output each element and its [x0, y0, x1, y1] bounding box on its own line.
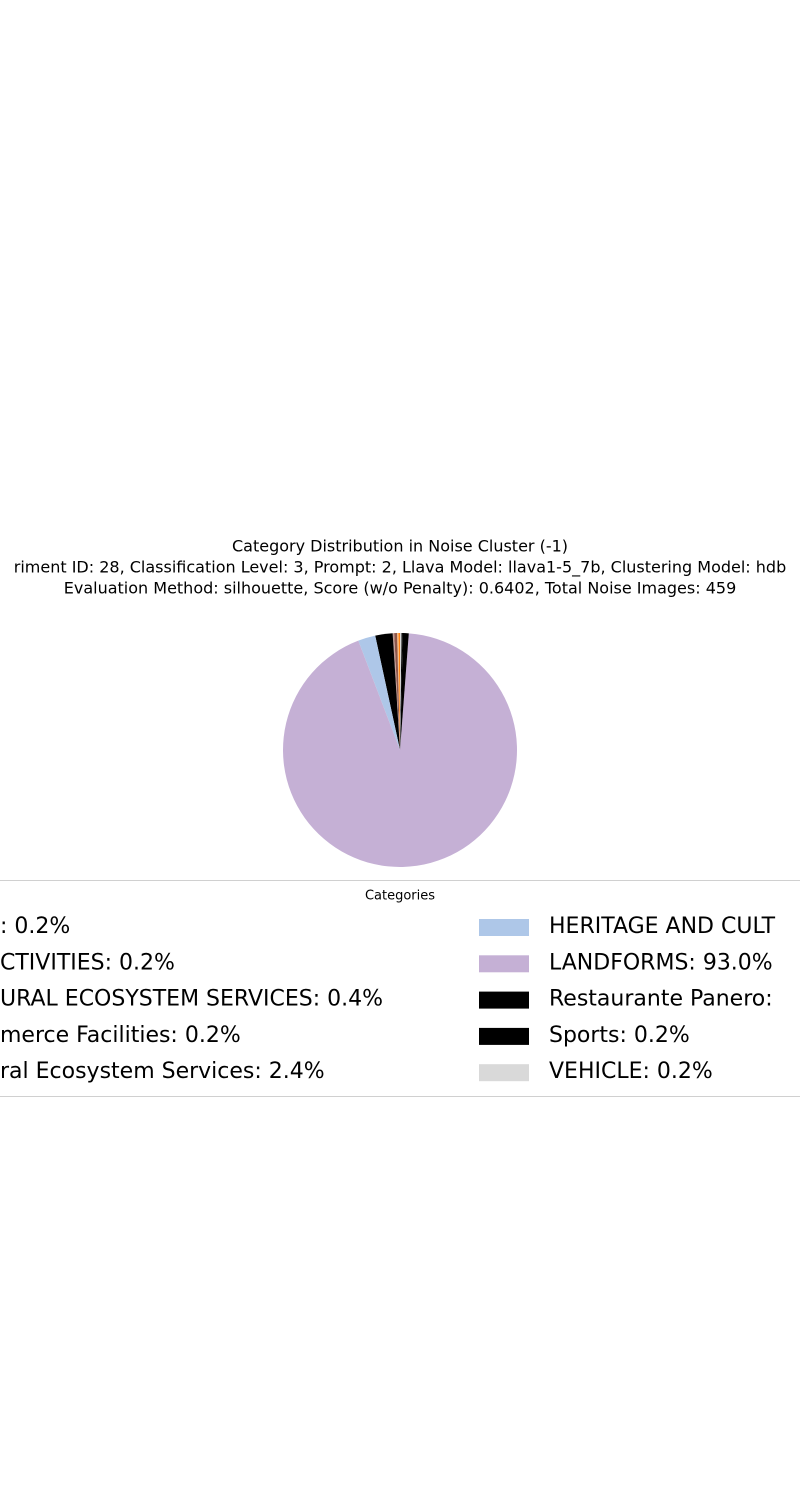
legend-swatch: [479, 1027, 529, 1045]
chart-title: Category Distribution in Noise Cluster (…: [232, 537, 568, 556]
legend-label: merce Facilities: 0.2%: [0, 1023, 241, 1048]
legend-label: : 0.2%: [0, 914, 70, 939]
pie-slice: [400, 633, 409, 750]
legend-swatch: [479, 955, 529, 973]
pie-slice: [400, 633, 402, 750]
legend-label: CTIVITIES: 0.2%: [0, 950, 175, 975]
legend-label: VEHICLE: 0.2%: [549, 1059, 713, 1084]
pie-slice: [397, 633, 400, 750]
legend-title: Categories: [365, 889, 435, 904]
pie-slice: [400, 633, 403, 750]
legend-label: Restaurante Panero:: [549, 987, 773, 1012]
legend-label: URAL ECOSYSTEM SERVICES: 0.4%: [0, 987, 383, 1012]
legend-swatch: [479, 919, 529, 936]
pie-slice: [283, 633, 518, 868]
chart-subtitle: riment ID: 28, Classification Level: 3, …: [14, 558, 786, 578]
legend-label: ral Ecosystem Services: 2.4%: [0, 1059, 325, 1084]
pie-slice: [375, 633, 400, 750]
legend-label: Sports: 0.2%: [549, 1023, 690, 1048]
chart-subtitle: Evaluation Method: silhouette, Score (w/…: [64, 579, 737, 598]
pie-slice: [394, 633, 400, 750]
legend-swatch: [479, 991, 529, 1009]
pie-slice: [392, 633, 400, 750]
pie-slice: [358, 635, 400, 750]
legend-swatch: [479, 1064, 529, 1082]
legend-label: HERITAGE AND CULT: [549, 914, 776, 939]
legend-label: LANDFORMS: 93.0%: [549, 950, 773, 975]
pie-slice: [398, 633, 400, 750]
